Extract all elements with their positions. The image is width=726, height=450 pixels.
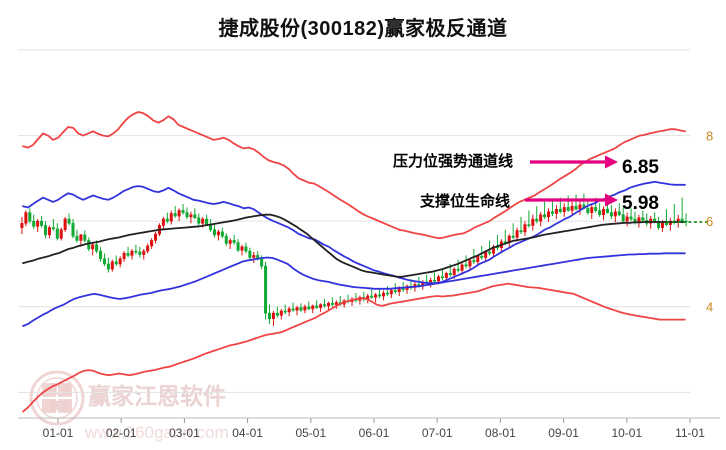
svg-text:江恩: 江恩: [49, 383, 71, 397]
svg-text:www.360gann.com: www.360gann.com: [84, 423, 229, 442]
annotation-support: 支撑位生命线 5.98: [419, 192, 659, 214]
candlestick-series: [20, 193, 688, 326]
channel-band-lines: [22, 111, 686, 413]
svg-text:11-01: 11-01: [675, 426, 705, 440]
svg-text:赢家: 赢家: [49, 399, 72, 413]
page-title: 捷成股份(300182)赢家极反通道: [218, 18, 508, 40]
annotation-value: 5.98: [622, 193, 659, 214]
y-axis: 4 6 8: [706, 129, 713, 315]
gridlines: [18, 49, 690, 393]
svg-text:09-01: 09-01: [548, 426, 579, 440]
svg-text:6: 6: [706, 214, 713, 229]
annotation-layer: 压力位强势通道线 6.85 支撑位生命线 5.98: [393, 152, 659, 214]
svg-text:03-01: 03-01: [169, 426, 200, 440]
svg-text:02-01: 02-01: [106, 426, 137, 440]
svg-text:10-01: 10-01: [611, 426, 642, 440]
svg-text:8: 8: [706, 129, 713, 144]
svg-text:08-01: 08-01: [485, 426, 516, 440]
annotation-value: 6.85: [622, 157, 659, 178]
x-axis: 01-01 02-01 03-01 04-01 05-01 06-01 07-01 08-01…: [18, 417, 720, 440]
svg-text:4: 4: [706, 300, 713, 315]
svg-text:01-01: 01-01: [43, 426, 74, 440]
svg-text:05-01: 05-01: [295, 426, 326, 440]
annotation-label: 支撑位生命线: [419, 192, 510, 210]
annotation-resistance: 压力位强势通道线 6.85: [393, 152, 659, 178]
svg-text:06-01: 06-01: [359, 426, 390, 440]
svg-text:07-01: 07-01: [422, 426, 453, 440]
annotation-label: 压力位强势通道线: [393, 152, 513, 170]
svg-text:赢家江恩软件: 赢家江恩软件: [88, 383, 226, 409]
svg-text:04-01: 04-01: [232, 426, 263, 440]
